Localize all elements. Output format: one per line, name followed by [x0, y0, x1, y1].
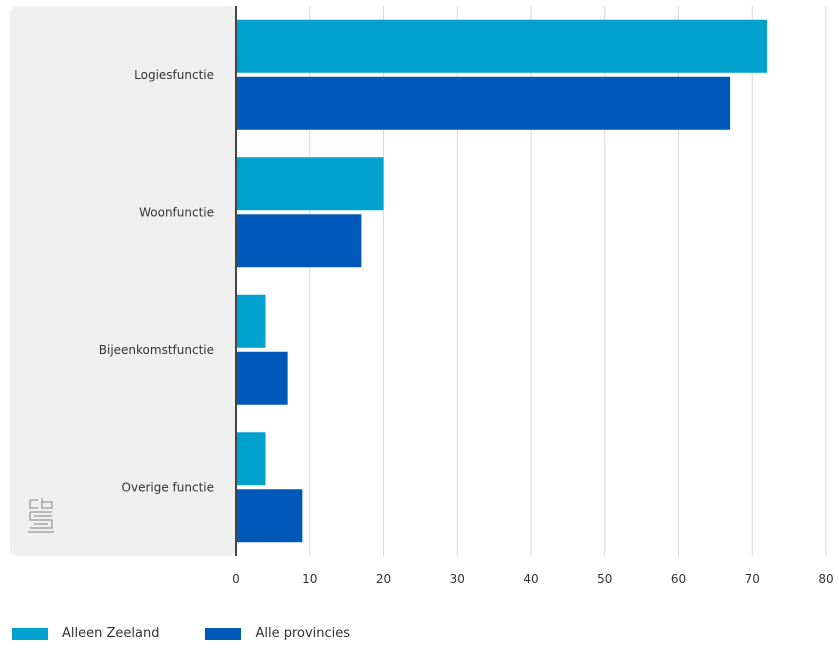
category-label: Logiesfunctie	[134, 68, 214, 82]
legend-label-alle-provincies: Alle provincies	[255, 626, 351, 641]
x-tick-label: 60	[671, 572, 686, 586]
bar-alle-provincies[interactable]	[236, 351, 288, 405]
x-tick-labels: 0 10 20 30 40 50 60 70 80	[232, 572, 833, 586]
legend-swatch-alle-provincies	[205, 627, 242, 640]
x-tick-label: 30	[450, 572, 465, 586]
legend-label-alleen-zeeland: Alleen Zeeland	[62, 626, 160, 641]
x-tick-label: 70	[745, 572, 760, 586]
x-tick-label: 80	[818, 572, 833, 586]
bar-alleen-zeeland[interactable]	[236, 432, 266, 486]
legend: Alleen Zeeland Alle provincies	[12, 626, 396, 641]
category-label: Overige functie	[122, 480, 214, 494]
x-tick-label: 0	[232, 572, 240, 586]
bar-alle-provincies[interactable]	[236, 214, 362, 268]
bar-alle-provincies[interactable]	[236, 76, 731, 130]
legend-item-alleen-zeeland[interactable]: Alleen Zeeland	[12, 626, 159, 641]
x-tick-label: 40	[523, 572, 538, 586]
bar-alle-provincies[interactable]	[236, 489, 303, 543]
bar-alleen-zeeland[interactable]	[236, 157, 384, 211]
category-label: Woonfunctie	[139, 205, 214, 219]
legend-swatch-alleen-zeeland	[12, 627, 48, 640]
x-tick-label: 20	[376, 572, 391, 586]
bars	[236, 19, 767, 543]
bar-chart: Logiesfunctie Woonfunctie Bijeenkomstfunct…	[10, 6, 834, 586]
category-label: Bijeenkomstfunctie	[99, 343, 214, 357]
cbs-logo	[28, 498, 54, 533]
bar-alleen-zeeland[interactable]	[236, 19, 767, 73]
category-labels: Logiesfunctie Woonfunctie Bijeenkomstfunct…	[99, 68, 214, 495]
x-tick-label: 10	[302, 572, 317, 586]
x-tick-label: 50	[597, 572, 612, 586]
category-panel-background	[10, 6, 236, 556]
legend-item-alle-provincies[interactable]: Alle provincies	[205, 626, 350, 641]
bar-alleen-zeeland[interactable]	[236, 294, 266, 348]
